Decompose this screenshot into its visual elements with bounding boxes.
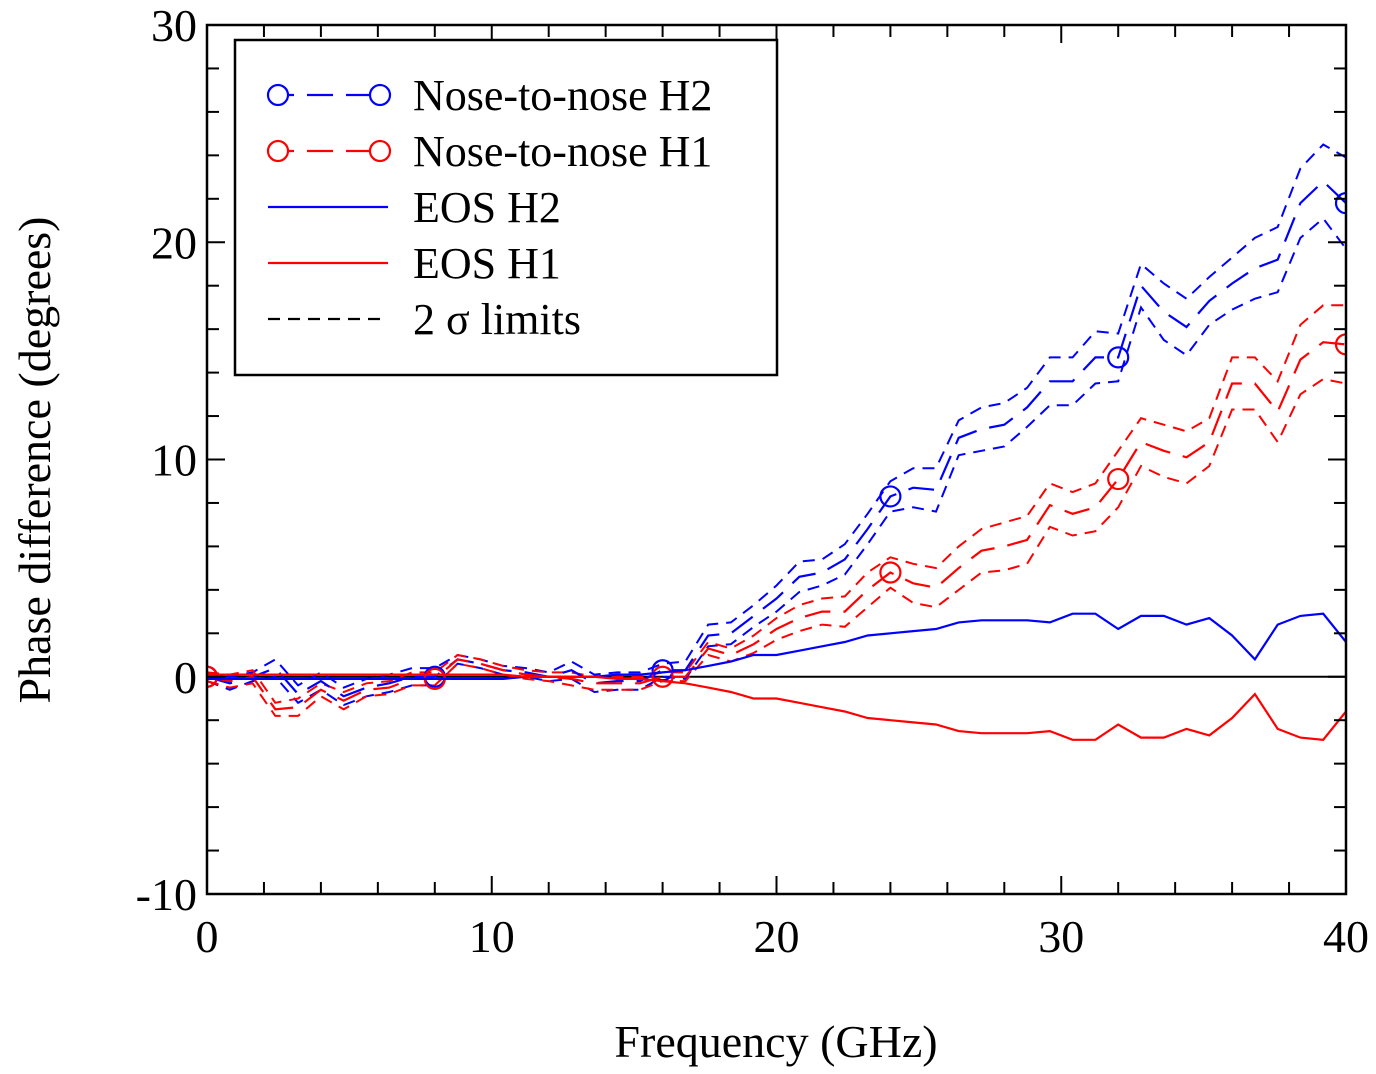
legend: Nose-to-nose H2 Nose-to-nose H1 EOS H2 EOS … (233, 38, 779, 377)
x-tick-label: 40 (1323, 911, 1369, 962)
series-line-3 (207, 673, 1346, 741)
legend-marker-1a (266, 139, 290, 163)
series-0-marker-4 (1107, 346, 1130, 369)
series-line-1 (207, 341, 1346, 711)
series-line-0 (207, 179, 1346, 698)
x-tick-label: 10 (469, 911, 515, 962)
legend-label-2: EOS H2 (413, 183, 561, 232)
series-1-marker-3 (879, 561, 902, 584)
series-line-2 (207, 612, 1346, 681)
series-1-marker-2 (651, 665, 674, 688)
sigma-limit-upper-line-0 (207, 143, 1346, 689)
series-1-marker-4 (1107, 467, 1130, 491)
sigma-limit-upper-line-1 (207, 304, 1346, 704)
x-tick-label: 30 (1038, 911, 1084, 962)
x-axis-label: Frequency (GHz) (614, 1016, 937, 1067)
x-tick-label: 20 (754, 911, 800, 962)
y-tick-label: 20 (151, 217, 197, 268)
x-tick-label: 0 (196, 911, 219, 962)
sigma-limit-lower-line-1 (207, 378, 1346, 717)
y-tick-label: -10 (136, 869, 197, 920)
legend-label-4: 2 σ limits (413, 295, 581, 344)
legend-marker-0a (266, 83, 290, 107)
y-axis-label: Phase difference (degrees) (9, 217, 60, 704)
legend-label-0: Nose-to-nose H2 (413, 71, 712, 120)
legend-marker-0b (368, 83, 392, 107)
series-0-marker-3 (879, 485, 902, 508)
legend-label-3: EOS H1 (413, 239, 561, 288)
y-tick-label: 0 (174, 652, 197, 703)
series-1-marker-5 (1334, 333, 1346, 356)
sigma-limit-lower-line-0 (207, 216, 1346, 707)
series-0-marker-5 (1334, 192, 1346, 215)
y-tick-label: 10 (151, 435, 197, 486)
legend-marker-1b (368, 139, 392, 163)
y-tick-label: 30 (151, 0, 197, 51)
legend-label-1: Nose-to-nose H1 (413, 127, 712, 176)
